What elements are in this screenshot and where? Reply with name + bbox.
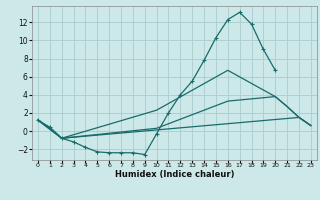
X-axis label: Humidex (Indice chaleur): Humidex (Indice chaleur) xyxy=(115,170,234,179)
